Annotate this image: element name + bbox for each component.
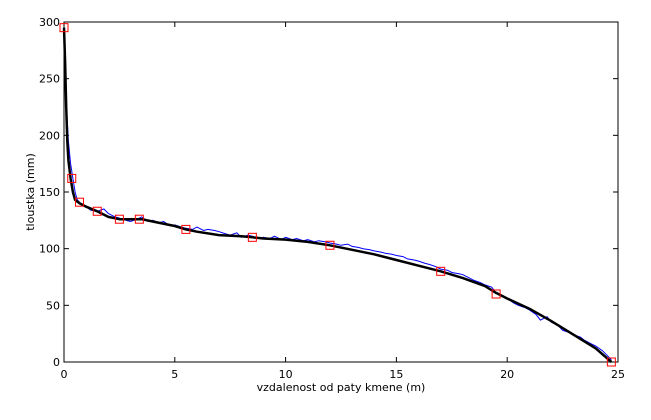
y-tick-label: 250 bbox=[39, 73, 60, 86]
y-tick-label: 200 bbox=[39, 129, 60, 142]
y-tick-label: 100 bbox=[39, 243, 60, 256]
marker-point bbox=[134, 214, 144, 224]
plot-area bbox=[63, 21, 619, 363]
x-tick-label: 5 bbox=[171, 368, 178, 381]
y-axis: 0 50 100 150 200 250 300 bbox=[39, 16, 618, 369]
series-layer bbox=[59, 23, 616, 367]
fitted-series-line bbox=[62, 27, 613, 363]
x-tick-label: 20 bbox=[500, 368, 514, 381]
x-axis: 0 5 10 15 20 25 bbox=[61, 22, 625, 381]
x-tick-label: 0 bbox=[61, 368, 68, 381]
marker-point bbox=[247, 232, 257, 242]
marker-point bbox=[491, 289, 501, 299]
marker-point bbox=[59, 23, 69, 33]
marker-point bbox=[75, 197, 85, 207]
marker-point bbox=[67, 173, 77, 183]
marker-point bbox=[606, 357, 616, 367]
x-tick-label: 10 bbox=[279, 368, 293, 381]
x-tick-label: 15 bbox=[389, 368, 403, 381]
y-tick-label: 0 bbox=[53, 356, 60, 369]
marker-point bbox=[325, 240, 335, 250]
x-tick-label: 25 bbox=[611, 368, 625, 381]
marker-point bbox=[114, 214, 124, 224]
y-axis-label: tloustka (mm) bbox=[24, 153, 37, 231]
y-tick-label: 50 bbox=[46, 299, 60, 312]
y-tick-label: 150 bbox=[39, 186, 60, 199]
marker-point bbox=[92, 206, 102, 216]
x-axis-label: vzdalenost od paty kmene (m) bbox=[257, 381, 426, 394]
y-tick-label: 300 bbox=[39, 16, 60, 29]
measured-series-line bbox=[63, 27, 612, 361]
marker-point bbox=[181, 224, 191, 234]
marker-point bbox=[436, 266, 446, 276]
